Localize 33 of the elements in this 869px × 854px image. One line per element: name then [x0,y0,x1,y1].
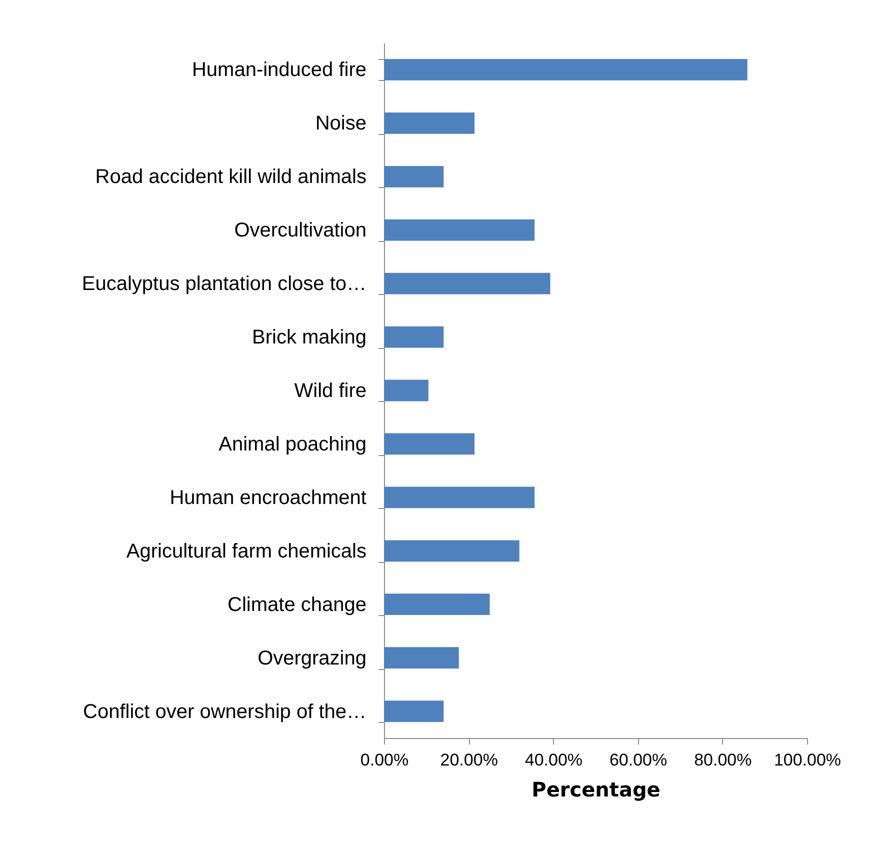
y-tick-label: Overcultivation [234,220,366,242]
bar [384,326,444,348]
bar [384,647,459,668]
y-tick-label: Noise [315,112,366,135]
bar [384,272,550,294]
y-tick-label: Agricultural farm chemicals [126,540,366,562]
x-tick-label: 80.00% [694,750,752,770]
x-tick-label: 60.00% [609,750,668,770]
bar [384,486,535,508]
y-tick-label: Road accident kill wild animals [95,166,366,188]
y-tick-label: Brick making [252,326,366,349]
x-tick-label: 40.00% [524,750,583,770]
bar [384,59,748,80]
y-tick-label: Conflict over ownership of the… [83,700,366,723]
x-tick-label: 0.00% [360,750,409,770]
y-tick-label: Animal poaching [218,433,366,456]
bar [384,112,475,134]
y-tick-label: Human-induced fire [192,59,366,82]
y-tick-label: Wild fire [294,380,366,402]
bar [384,166,444,188]
bar [384,433,475,455]
y-tick-label: Overgrazing [258,647,366,670]
bar [384,700,444,722]
x-tick-label: 20.00% [440,750,498,770]
bar [384,219,535,241]
x-tick-label: 100.00% [774,750,842,770]
bar [384,594,490,616]
x-axis-title: Percentage [532,778,660,802]
y-tick-label: Eucalyptus plantation close to… [82,273,366,296]
y-tick-label: Climate change [228,594,366,616]
bar [384,380,428,402]
bar [384,540,520,562]
y-tick-label: Human encroachment [170,486,367,509]
